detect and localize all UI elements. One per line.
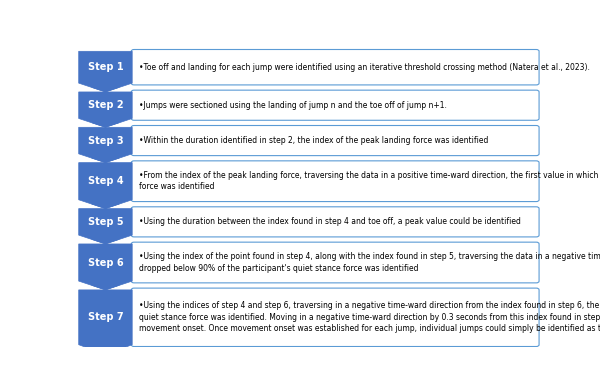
Polygon shape [92,83,119,92]
Polygon shape [92,154,119,163]
Text: Step 4: Step 4 [88,176,123,186]
Text: •Toe off and landing for each jump were identified using an iterative threshold : •Toe off and landing for each jump were … [139,63,590,72]
Polygon shape [92,281,119,290]
Text: •Using the duration between the index found in step 4 and toe off, a peak value : •Using the duration between the index fo… [139,217,521,226]
Polygon shape [92,119,119,127]
FancyBboxPatch shape [131,90,539,120]
Text: •Jumps were sectioned using the landing of jump n and the toe off of jump n+1.: •Jumps were sectioned using the landing … [139,101,446,110]
Text: •Using the indices of step 4 and step 6, traversing in a negative time-ward dire: •Using the indices of step 4 and step 6,… [139,301,600,333]
Polygon shape [92,200,119,209]
Polygon shape [92,235,119,244]
Text: •Using the index of the point found in step 4, along with the index found in ste: •Using the index of the point found in s… [139,252,600,273]
Polygon shape [79,290,132,355]
Text: Step 5: Step 5 [88,217,123,227]
Polygon shape [79,51,132,92]
Polygon shape [79,209,132,244]
Text: Step 2: Step 2 [88,100,123,110]
Polygon shape [79,244,132,290]
FancyBboxPatch shape [131,50,539,85]
Polygon shape [79,127,132,163]
FancyBboxPatch shape [131,207,539,237]
Polygon shape [79,163,132,209]
Text: Step 3: Step 3 [88,136,123,145]
FancyBboxPatch shape [131,126,539,156]
Text: Step 6: Step 6 [88,257,123,268]
Polygon shape [79,92,132,127]
Text: Step 7: Step 7 [88,312,123,322]
Text: •Within the duration identified in step 2, the index of the peak landing force w: •Within the duration identified in step … [139,136,488,145]
Text: Step 1: Step 1 [88,62,123,72]
FancyBboxPatch shape [131,288,539,346]
FancyBboxPatch shape [131,242,539,283]
Text: •From the index of the peak landing force, traversing the data in a positive tim: •From the index of the peak landing forc… [139,171,600,191]
FancyBboxPatch shape [131,161,539,202]
